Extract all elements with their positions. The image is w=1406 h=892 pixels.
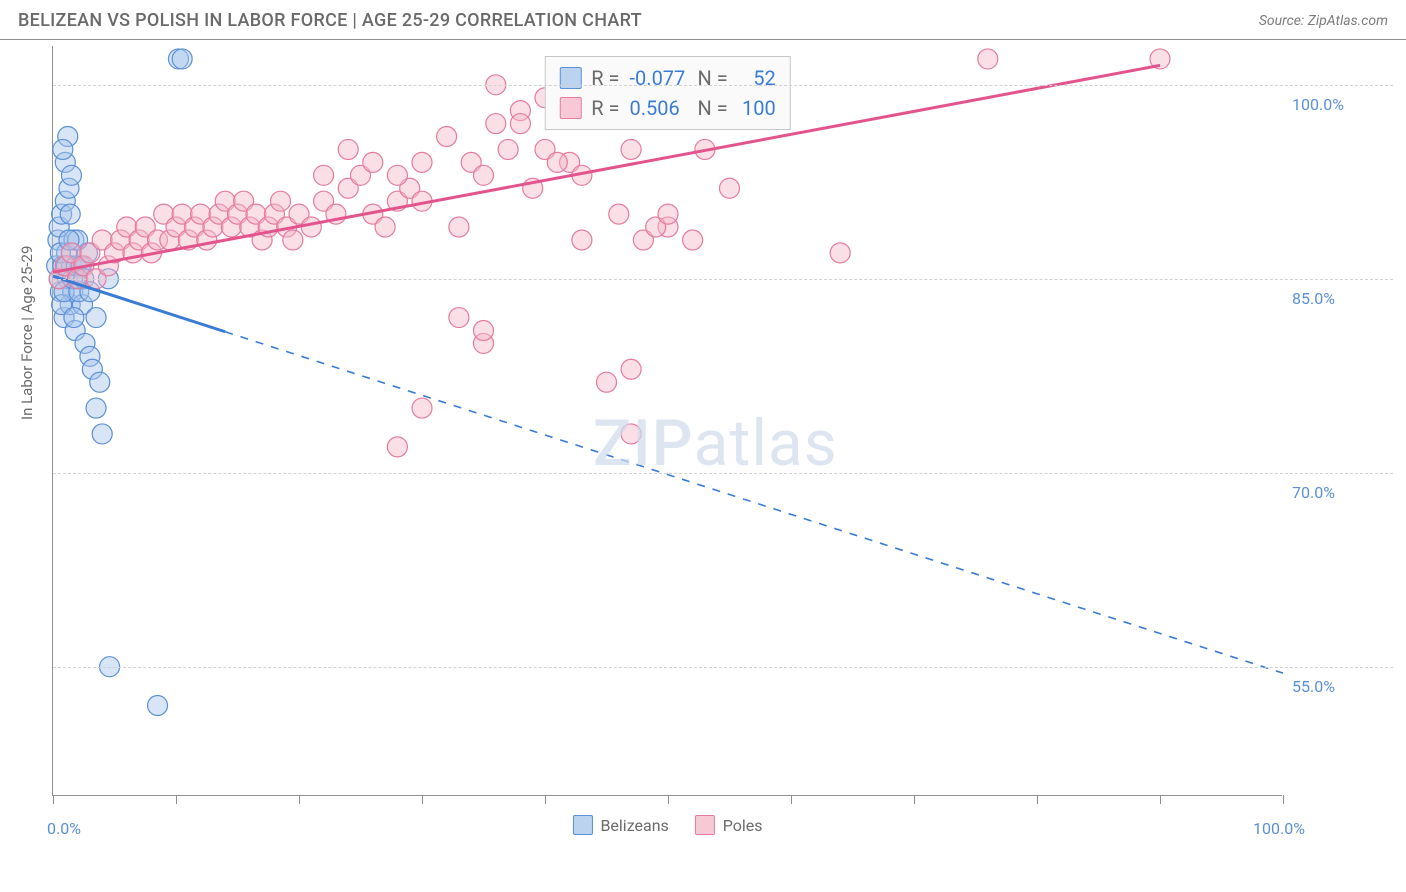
scatter-point xyxy=(387,437,407,457)
y-tick-label: 85.0% xyxy=(1292,289,1392,308)
stats-row: R = 0.506 N = 100 xyxy=(559,93,775,123)
x-tick xyxy=(53,795,54,804)
scatter-point xyxy=(498,139,518,159)
legend-label: Belizeans xyxy=(600,816,668,835)
scatter-point xyxy=(283,230,303,250)
stats-row: R = -0.077 N = 52 xyxy=(559,63,775,93)
trend-line-dashed xyxy=(225,332,1283,673)
x-tick-label: 100.0% xyxy=(1253,819,1305,838)
legend-swatch xyxy=(572,815,592,835)
x-tick xyxy=(791,795,792,804)
scatter-point xyxy=(449,217,469,237)
y-tick-label: 100.0% xyxy=(1292,95,1392,114)
x-tick xyxy=(914,795,915,804)
y-axis-label: In Labor Force | Age 25-29 xyxy=(18,246,36,420)
x-tick xyxy=(1037,795,1038,804)
scatter-point xyxy=(474,320,494,340)
scatter-point xyxy=(449,308,469,328)
correlation-stats-box: R = -0.077 N = 52 R = 0.506 N = 100 xyxy=(544,56,790,130)
stats-r-value: 0.506 xyxy=(630,93,688,123)
x-tick xyxy=(668,795,669,804)
scatter-point xyxy=(486,114,506,134)
scatter-point xyxy=(375,217,395,237)
x-tick xyxy=(1160,795,1161,804)
scatter-point xyxy=(597,372,617,392)
scatter-point xyxy=(412,152,432,172)
scatter-point xyxy=(90,372,110,392)
scatter-point xyxy=(412,398,432,418)
chart-plot-area: ZIPatlas R =-0.077N =52R =0.506N =100 Be… xyxy=(52,46,1282,796)
scatter-point xyxy=(978,49,998,69)
scatter-point xyxy=(621,424,641,444)
scatter-point xyxy=(64,308,84,328)
legend-item: Belizeans xyxy=(572,815,668,835)
scatter-point xyxy=(474,165,494,185)
scatter-point xyxy=(621,359,641,379)
chart-header: BELIZEAN VS POLISH IN LABOR FORCE | AGE … xyxy=(0,0,1406,40)
stats-r-value: -0.077 xyxy=(630,63,688,93)
scatter-point xyxy=(387,165,407,185)
scatter-point xyxy=(510,114,530,134)
scatter-point xyxy=(301,217,321,237)
x-tick xyxy=(1283,795,1284,804)
gridline xyxy=(53,85,1393,86)
scatter-point xyxy=(172,49,192,69)
scatter-point xyxy=(683,230,703,250)
legend-item: Poles xyxy=(695,815,763,835)
scatter-point xyxy=(437,127,457,147)
scatter-point xyxy=(363,152,383,172)
gridline xyxy=(53,667,1393,668)
stats-swatch xyxy=(559,97,581,119)
scatter-point xyxy=(609,204,629,224)
gridline xyxy=(53,279,1393,280)
stats-r-label: R = xyxy=(591,93,619,123)
scatter-point xyxy=(271,191,291,211)
scatter-point xyxy=(148,695,168,715)
scatter-point xyxy=(61,165,81,185)
y-tick-label: 55.0% xyxy=(1292,677,1392,696)
x-tick-label: 0.0% xyxy=(47,819,81,838)
scatter-point xyxy=(547,152,567,172)
x-tick xyxy=(176,795,177,804)
scatter-point xyxy=(53,139,73,159)
stats-r-label: R = xyxy=(591,63,619,93)
gridline xyxy=(53,473,1393,474)
source-label: Source: ZipAtlas.com xyxy=(1259,13,1388,29)
scatter-point xyxy=(830,243,850,263)
scatter-point xyxy=(92,424,112,444)
scatter-point xyxy=(86,398,106,418)
legend-swatch xyxy=(695,815,715,835)
stats-n-label: N = xyxy=(698,93,728,123)
y-tick-label: 70.0% xyxy=(1292,483,1392,502)
x-tick xyxy=(422,795,423,804)
scatter-point xyxy=(314,165,334,185)
scatter-point xyxy=(658,204,678,224)
stats-n-label: N = xyxy=(698,63,728,93)
bottom-legend: Belizeans Poles xyxy=(572,815,762,835)
x-tick xyxy=(545,795,546,804)
stats-n-value: 100 xyxy=(738,93,776,123)
legend-label: Poles xyxy=(723,816,763,835)
scatter-point xyxy=(86,308,106,328)
stats-n-value: 52 xyxy=(738,63,776,93)
scatter-point xyxy=(621,139,641,159)
chart-svg xyxy=(53,46,1393,796)
scatter-point xyxy=(720,178,740,198)
scatter-point xyxy=(60,204,80,224)
scatter-point xyxy=(572,230,592,250)
scatter-point xyxy=(338,139,358,159)
chart-title: BELIZEAN VS POLISH IN LABOR FORCE | AGE … xyxy=(18,10,642,31)
x-tick xyxy=(299,795,300,804)
